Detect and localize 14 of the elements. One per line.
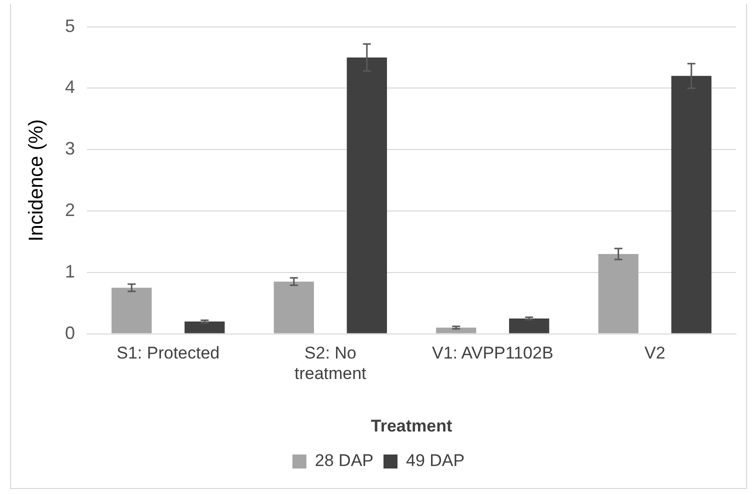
y-tick-label: 5 [64, 16, 76, 36]
y-tick-label: 4 [64, 77, 76, 98]
y-axis-title: Incidence (%) [26, 119, 48, 242]
x-tick-label: V1: AVPP1102B [432, 344, 554, 363]
x-axis-title: Treatment [370, 416, 452, 436]
y-tick-label: 0 [64, 322, 76, 343]
x-tick-label: S1: Protected [116, 344, 220, 363]
y-tick-label: 2 [64, 200, 76, 220]
y-tick-label: 3 [64, 138, 76, 159]
legend-label: 28 DAP [314, 451, 374, 470]
x-tick-label: V2 [644, 344, 666, 363]
legend-label: 49 DAP [406, 451, 465, 470]
y-tick-label: 1 [64, 261, 76, 282]
x-tick-label: S2: No treatment [294, 344, 367, 384]
